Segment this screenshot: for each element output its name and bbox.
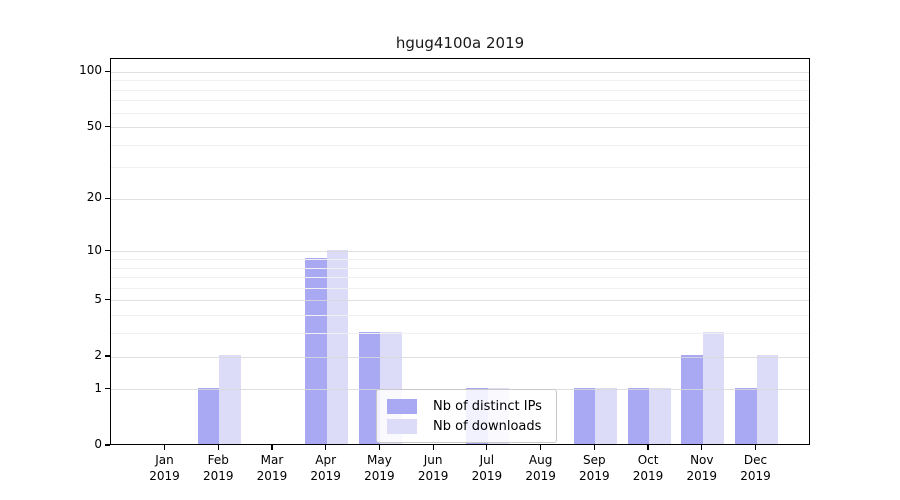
- bar-apr-downloads: [326, 249, 349, 444]
- y-tick-label: 1: [94, 380, 102, 395]
- gridline-major: [111, 300, 809, 302]
- y-tick: [105, 250, 110, 252]
- x-tick-label: May 2019: [364, 453, 395, 483]
- legend: Nb of distinct IPs Nb of downloads: [376, 389, 557, 443]
- plot-area: [110, 58, 810, 445]
- x-tick-label: Sep 2019: [579, 453, 610, 483]
- gridline-minor: [111, 167, 809, 169]
- x-tick-label: Oct 2019: [632, 453, 664, 483]
- y-tick-label: 0: [94, 437, 102, 451]
- y-tick-label: 10: [86, 242, 102, 257]
- bar-dec-distinct-ips: [735, 387, 757, 444]
- x-tick-label: Jun 2019: [417, 453, 449, 483]
- x-tick: [217, 445, 219, 450]
- y-tick: [105, 299, 110, 301]
- gridline-major: [111, 198, 809, 200]
- y-tick-label: 2: [94, 348, 102, 363]
- legend-swatch-distinct-ips: [387, 398, 417, 414]
- legend-entry-distinct-ips: Nb of distinct IPs: [387, 396, 548, 416]
- gridline-major: [111, 356, 809, 358]
- x-tick: [540, 445, 542, 450]
- bar-oct-downloads: [649, 387, 671, 444]
- y-tick-label: 50: [86, 118, 102, 133]
- gridline-minor: [111, 80, 809, 82]
- x-tick-label: Aug 2019: [525, 453, 556, 483]
- bar-may-distinct-ips: [358, 331, 381, 444]
- x-tick: [432, 445, 434, 450]
- gridline-minor: [111, 333, 809, 335]
- legend-swatch-downloads: [387, 418, 417, 434]
- y-tick: [105, 125, 110, 128]
- legend-label-distinct-ips: Nb of distinct IPs: [433, 398, 542, 414]
- legend-entry-downloads: Nb of downloads: [387, 416, 548, 436]
- x-tick: [754, 445, 757, 450]
- chart-title: hgug4100a 2019: [395, 34, 525, 52]
- gridline-minor: [111, 267, 809, 269]
- bar-oct-distinct-ips: [627, 387, 650, 444]
- gridline-minor: [111, 112, 809, 114]
- x-tick-label: Feb 2019: [202, 453, 234, 483]
- x-tick: [593, 445, 595, 450]
- gridline-minor: [111, 89, 809, 91]
- x-tick: [271, 445, 273, 450]
- x-tick: [647, 445, 649, 450]
- x-tick: [325, 445, 327, 450]
- y-tick: [105, 388, 110, 390]
- bar-nov-downloads: [702, 331, 725, 444]
- gridline-major: [111, 71, 809, 73]
- y-tick: [105, 197, 110, 199]
- bar-apr-distinct-ips: [305, 257, 327, 444]
- x-tick-label: Apr 2019: [310, 453, 341, 483]
- bar-sep-downloads: [595, 387, 617, 444]
- y-tick-label: 5: [94, 291, 102, 306]
- gridline-minor: [111, 144, 809, 146]
- y-tick: [105, 70, 110, 72]
- x-tick-label: Jul 2019: [471, 453, 503, 483]
- gridline-major: [111, 127, 809, 129]
- y-tick: [105, 355, 110, 357]
- y-tick-label: 100: [79, 63, 102, 78]
- y-tick-label: 20: [86, 190, 102, 205]
- x-tick: [701, 445, 703, 450]
- gridline-major: [111, 251, 809, 253]
- bar-feb-distinct-ips: [197, 387, 220, 444]
- x-tick-label: Nov 2019: [686, 453, 718, 483]
- legend-label-downloads: Nb of downloads: [433, 418, 542, 434]
- x-tick-label: Dec 2019: [740, 453, 771, 483]
- x-tick-label: Mar 2019: [256, 453, 288, 483]
- bar-sep-distinct-ips: [573, 387, 596, 444]
- gridline-minor: [111, 100, 809, 102]
- bar-nov-distinct-ips: [681, 355, 703, 444]
- gridline-minor: [111, 277, 809, 279]
- gridline-minor: [111, 315, 809, 317]
- x-tick: [486, 445, 488, 450]
- gridline-minor: [111, 259, 809, 260]
- y-tick: [105, 444, 110, 446]
- bar-dec-downloads: [756, 355, 779, 444]
- x-tick: [163, 445, 166, 450]
- x-tick-label: Jan 2019: [149, 453, 180, 483]
- gridline-minor: [111, 287, 809, 289]
- x-tick: [378, 445, 380, 450]
- bar-feb-downloads: [219, 355, 241, 444]
